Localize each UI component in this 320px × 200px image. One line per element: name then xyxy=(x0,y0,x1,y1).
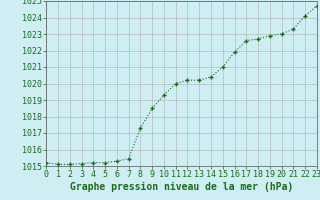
X-axis label: Graphe pression niveau de la mer (hPa): Graphe pression niveau de la mer (hPa) xyxy=(70,182,293,192)
